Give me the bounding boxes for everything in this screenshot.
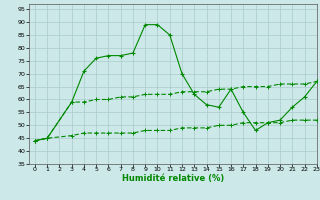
X-axis label: Humidité relative (%): Humidité relative (%) bbox=[122, 174, 224, 183]
